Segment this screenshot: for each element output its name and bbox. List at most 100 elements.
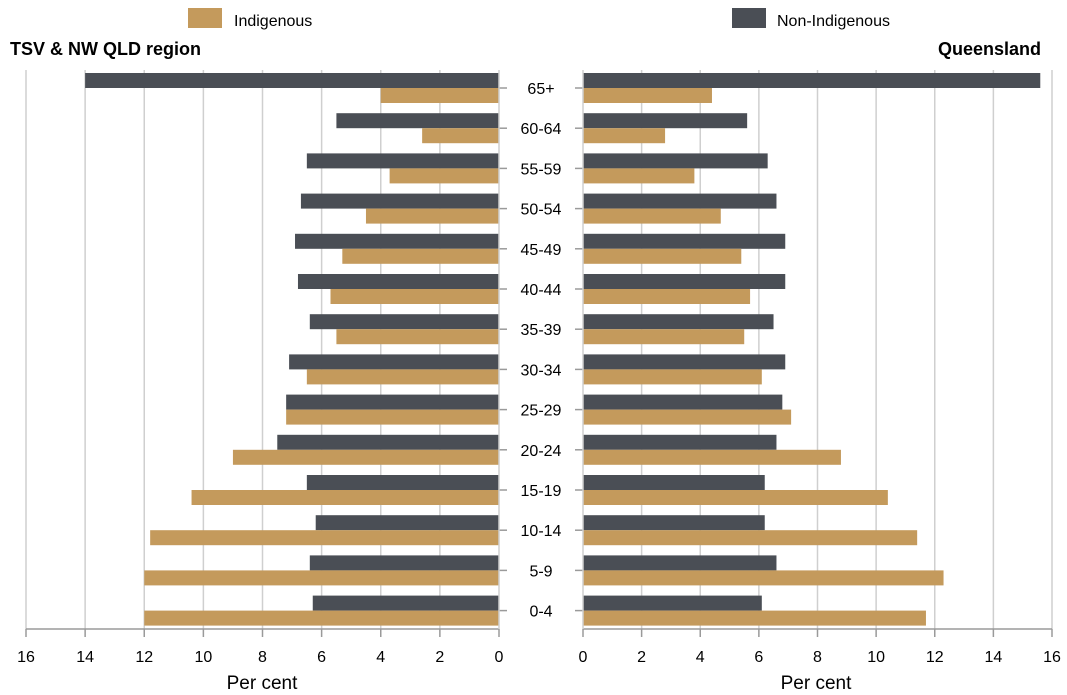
bar-indigenous [422, 128, 499, 144]
bar-indigenous [583, 88, 712, 103]
bar-non-indigenous [583, 555, 777, 571]
category-label: 30-34 [521, 362, 562, 379]
category-label: 65+ [527, 81, 554, 98]
bar-indigenous [232, 449, 499, 465]
bar-non-indigenous [85, 73, 499, 88]
x-tick-label: 8 [813, 649, 822, 666]
bar-non-indigenous [583, 193, 777, 209]
legend-swatch-indigenous [188, 8, 222, 28]
bar-non-indigenous [583, 314, 774, 330]
legend-label-non-indigenous: Non-Indigenous [777, 13, 890, 30]
bar-indigenous [583, 369, 762, 385]
bar-non-indigenous [312, 595, 499, 611]
bar-non-indigenous [583, 274, 786, 289]
category-label: 45-49 [521, 242, 562, 259]
x-tick-label: 6 [317, 649, 326, 666]
category-label: 55-59 [521, 161, 562, 178]
bar-non-indigenous [315, 515, 499, 531]
category-label: 25-29 [521, 403, 562, 420]
bar-non-indigenous [286, 394, 499, 410]
legend-label-indigenous: Indigenous [234, 13, 312, 30]
bar-indigenous [583, 248, 742, 264]
bar-non-indigenous [297, 274, 499, 289]
left-x-axis-title: Per cent [227, 673, 298, 694]
bar-indigenous [150, 530, 499, 546]
right-x-axis-title: Per cent [781, 673, 852, 694]
bar-non-indigenous [309, 555, 499, 571]
legend-swatch-non-indigenous [732, 8, 766, 28]
x-tick-label: 0 [579, 649, 588, 666]
bar-indigenous [306, 369, 499, 385]
legend: Indigenous Non-Indigenous [188, 8, 890, 30]
bar-non-indigenous [583, 434, 777, 450]
bar-non-indigenous [295, 233, 499, 249]
bar-non-indigenous [277, 434, 499, 450]
bar-non-indigenous [300, 193, 499, 209]
bar-indigenous [583, 490, 888, 505]
x-tick-label: 16 [1043, 649, 1061, 666]
x-tick-label: 14 [76, 649, 94, 666]
bar-indigenous [380, 88, 499, 103]
bar-non-indigenous [336, 113, 499, 129]
x-tick-label: 6 [754, 649, 763, 666]
category-label: 15-19 [521, 483, 562, 500]
x-tick-label: 10 [867, 649, 885, 666]
bar-indigenous [583, 409, 792, 425]
bar-indigenous [389, 168, 499, 184]
category-labels: 65+ 60-64 55-59 50-54 45-49 40-44 35-39 30-34 25… [499, 81, 583, 621]
bar-indigenous [583, 289, 751, 304]
category-label: 40-44 [521, 282, 562, 299]
bar-indigenous [583, 208, 721, 224]
x-tick-label: 8 [258, 649, 267, 666]
bar-non-indigenous [583, 113, 748, 129]
bar-indigenous [286, 409, 499, 425]
bar-indigenous [583, 530, 918, 546]
bar-non-indigenous [583, 394, 783, 410]
bar-indigenous [365, 208, 499, 224]
category-label: 10-14 [521, 523, 562, 540]
axes: 16 14 12 10 8 6 4 2 0 0 2 4 6 8 10 12 14 16 [17, 70, 1061, 666]
bar-non-indigenous [306, 475, 499, 490]
bars [85, 73, 1041, 626]
category-label: 5-9 [529, 563, 552, 580]
x-tick-label: 2 [435, 649, 444, 666]
bar-indigenous [336, 329, 499, 345]
bar-indigenous [583, 168, 695, 184]
x-tick-label: 16 [17, 649, 35, 666]
bar-indigenous [330, 289, 499, 304]
right-panel-title: Queensland [938, 39, 1041, 59]
x-tick-label: 0 [495, 649, 504, 666]
bar-indigenous [583, 449, 841, 465]
bar-non-indigenous [306, 153, 499, 169]
bar-indigenous [583, 610, 926, 626]
bar-indigenous [342, 248, 499, 264]
x-tick-label: 10 [194, 649, 212, 666]
bar-non-indigenous [583, 475, 765, 490]
bar-indigenous [583, 128, 666, 144]
category-label: 20-24 [521, 443, 562, 460]
category-label: 50-54 [521, 202, 562, 219]
bar-indigenous [144, 570, 499, 586]
x-tick-label: 12 [926, 649, 944, 666]
bar-indigenous [144, 610, 499, 626]
category-label: 60-64 [521, 121, 562, 138]
bar-non-indigenous [583, 515, 765, 531]
bar-non-indigenous [289, 354, 499, 370]
x-tick-label: 12 [135, 649, 153, 666]
bar-indigenous [583, 329, 745, 345]
bar-non-indigenous [583, 153, 768, 169]
category-label: 35-39 [521, 322, 562, 339]
bar-non-indigenous [583, 73, 1041, 88]
category-label: 0-4 [529, 604, 552, 621]
bar-indigenous [583, 570, 944, 586]
left-panel-title: TSV & NW QLD region [10, 39, 201, 59]
bar-non-indigenous [583, 354, 786, 370]
x-tick-label: 14 [984, 649, 1002, 666]
bar-non-indigenous [583, 595, 762, 611]
x-tick-label: 2 [637, 649, 646, 666]
bar-indigenous [191, 490, 500, 505]
x-tick-label: 4 [376, 649, 385, 666]
x-tick-label: 4 [696, 649, 705, 666]
bar-non-indigenous [309, 314, 499, 330]
